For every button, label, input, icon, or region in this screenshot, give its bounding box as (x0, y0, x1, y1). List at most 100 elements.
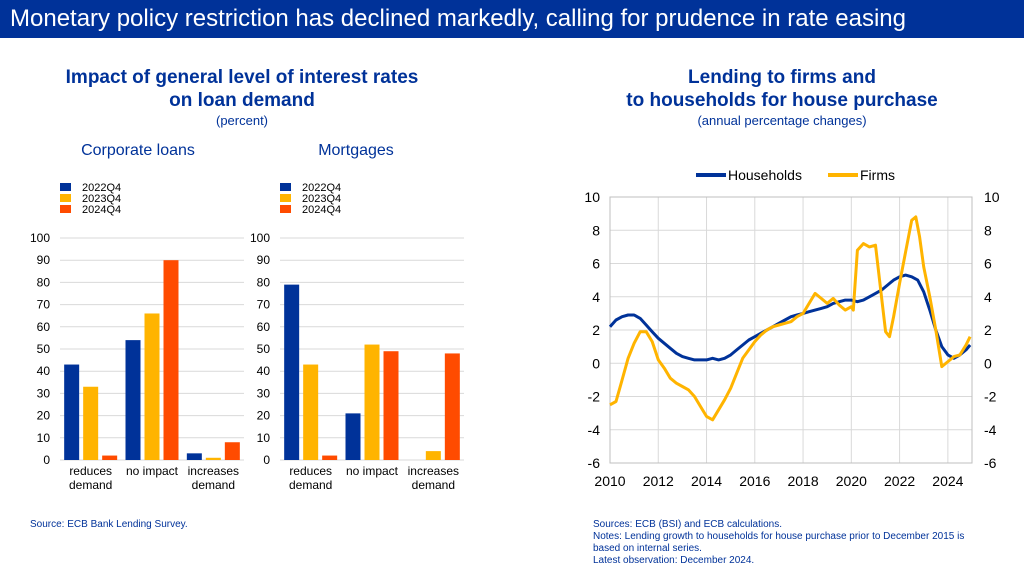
legend-label: 2023Q4 (302, 193, 341, 205)
bar (322, 455, 338, 460)
plot-frame (609, 196, 973, 464)
right-note-line: Notes: Lending growth to households for … (593, 531, 965, 542)
bar (83, 386, 99, 460)
bar (425, 451, 441, 460)
legend-swatch (60, 183, 71, 191)
x-category-label: demand (192, 478, 235, 492)
right-note-line: Latest observation: December 2024. (593, 555, 755, 566)
y-tick-label-left: -6 (588, 455, 601, 471)
bar (383, 351, 399, 460)
bar (364, 344, 380, 460)
x-category-label: demand (412, 478, 455, 492)
y-tick-label: 100 (30, 231, 50, 245)
right-title-line1: Lending to firms and (688, 67, 876, 88)
y-tick-label: 10 (257, 431, 271, 445)
y-tick-label-left: -2 (588, 389, 601, 405)
y-tick-label: 40 (257, 364, 271, 378)
legend-label: 2022Q4 (302, 182, 341, 194)
y-tick-label-left: 6 (592, 256, 600, 272)
y-tick-label: 50 (257, 342, 271, 356)
bar (345, 413, 361, 460)
right-notes: Sources: ECB (BSI) and ECB calculations.… (593, 519, 1003, 567)
y-tick-label-left: 0 (592, 355, 600, 371)
x-tick-label: 2024 (932, 473, 963, 489)
x-category-label: no impact (126, 464, 179, 478)
x-tick-label: 2022 (884, 473, 915, 489)
bar (144, 313, 160, 460)
legend-swatch (280, 205, 291, 213)
y-tick-label: 70 (257, 298, 271, 312)
y-tick-label-left: 8 (592, 222, 600, 238)
y-tick-label: 60 (37, 320, 51, 334)
y-tick-label-right: -2 (984, 389, 997, 405)
x-tick-label: 2020 (836, 473, 867, 489)
legend-label: 2023Q4 (82, 193, 121, 205)
bar (303, 364, 319, 460)
legend-label: 2024Q4 (302, 204, 341, 216)
banner-title: Monetary policy restriction has declined… (0, 0, 1024, 38)
right-subtitle: (annual percentage changes) (697, 113, 867, 128)
y-tick-label: 20 (37, 409, 51, 423)
y-tick-label: 40 (37, 364, 51, 378)
y-tick-label: 90 (37, 253, 51, 267)
left-subtitle: (percent) (215, 113, 269, 128)
bar (284, 284, 300, 460)
y-tick-label: 90 (257, 253, 271, 267)
x-category-label: no impact (346, 464, 399, 478)
legend-label: 2024Q4 (82, 204, 121, 216)
series-line-firms (609, 215, 972, 422)
legend-label: Households (728, 167, 802, 183)
bar (102, 455, 118, 460)
y-tick-label: 30 (37, 386, 51, 400)
series-line-households (608, 273, 972, 362)
y-tick-label: 100 (250, 231, 270, 245)
y-tick-label-left: 2 (592, 322, 600, 338)
x-tick-label: 2010 (594, 473, 625, 489)
left-source-note: Source: ECB Bank Lending Survey. (30, 519, 188, 530)
y-tick-label: 0 (263, 453, 270, 467)
x-category-label: increases (188, 464, 239, 478)
x-category-label: demand (69, 478, 112, 492)
y-tick-label-right: 2 (984, 322, 992, 338)
y-tick-label: 50 (37, 342, 51, 356)
right-note-line: Sources: ECB (BSI) and ECB calculations. (593, 519, 782, 530)
lending-line-chart: Households Firms -6 -6 -4 -4 -2 -2 0 0 2 2 4 4 6 6 8 8 10 1… (584, 167, 1000, 489)
y-tick-label: 0 (43, 453, 50, 467)
y-tick-label-right: -6 (984, 455, 997, 471)
x-tick-label: 2016 (739, 473, 770, 489)
legend-swatch (60, 205, 71, 213)
bar (186, 453, 202, 460)
legend-label: 2022Q4 (82, 182, 121, 194)
bar (64, 364, 80, 460)
right-note-line: based on internal series. (593, 543, 702, 554)
legend-swatch (280, 183, 291, 191)
bar (163, 260, 179, 460)
x-category-label: reduces (69, 464, 112, 478)
y-tick-label-left: 4 (592, 289, 600, 305)
bar (125, 340, 141, 460)
x-tick-label: 2014 (691, 473, 722, 489)
y-tick-label-right: 4 (984, 289, 992, 305)
y-tick-label-left: -4 (588, 422, 601, 438)
y-tick-label-right: 6 (984, 256, 992, 272)
y-tick-label-right: -4 (984, 422, 997, 438)
x-category-label: increases (408, 464, 459, 478)
bar (224, 442, 240, 460)
y-tick-label: 70 (37, 298, 51, 312)
bar (205, 457, 221, 460)
legend-swatch (60, 194, 71, 202)
x-category-label: demand (289, 478, 332, 492)
y-tick-label: 80 (37, 275, 51, 289)
legend-label: Firms (860, 167, 895, 183)
x-tick-label: 2012 (643, 473, 674, 489)
y-tick-label-right: 10 (984, 189, 1000, 205)
y-tick-label-right: 8 (984, 222, 992, 238)
x-tick-label: 2018 (787, 473, 818, 489)
panel-title-mortgages: Mortgages (318, 142, 394, 159)
left-title-line2: on loan demand (169, 90, 315, 111)
y-tick-label: 20 (257, 409, 271, 423)
y-tick-label: 30 (257, 386, 271, 400)
left-title-line1: Impact of general level of interest rate… (65, 67, 419, 88)
panel-title-corporate: Corporate loans (81, 142, 195, 159)
